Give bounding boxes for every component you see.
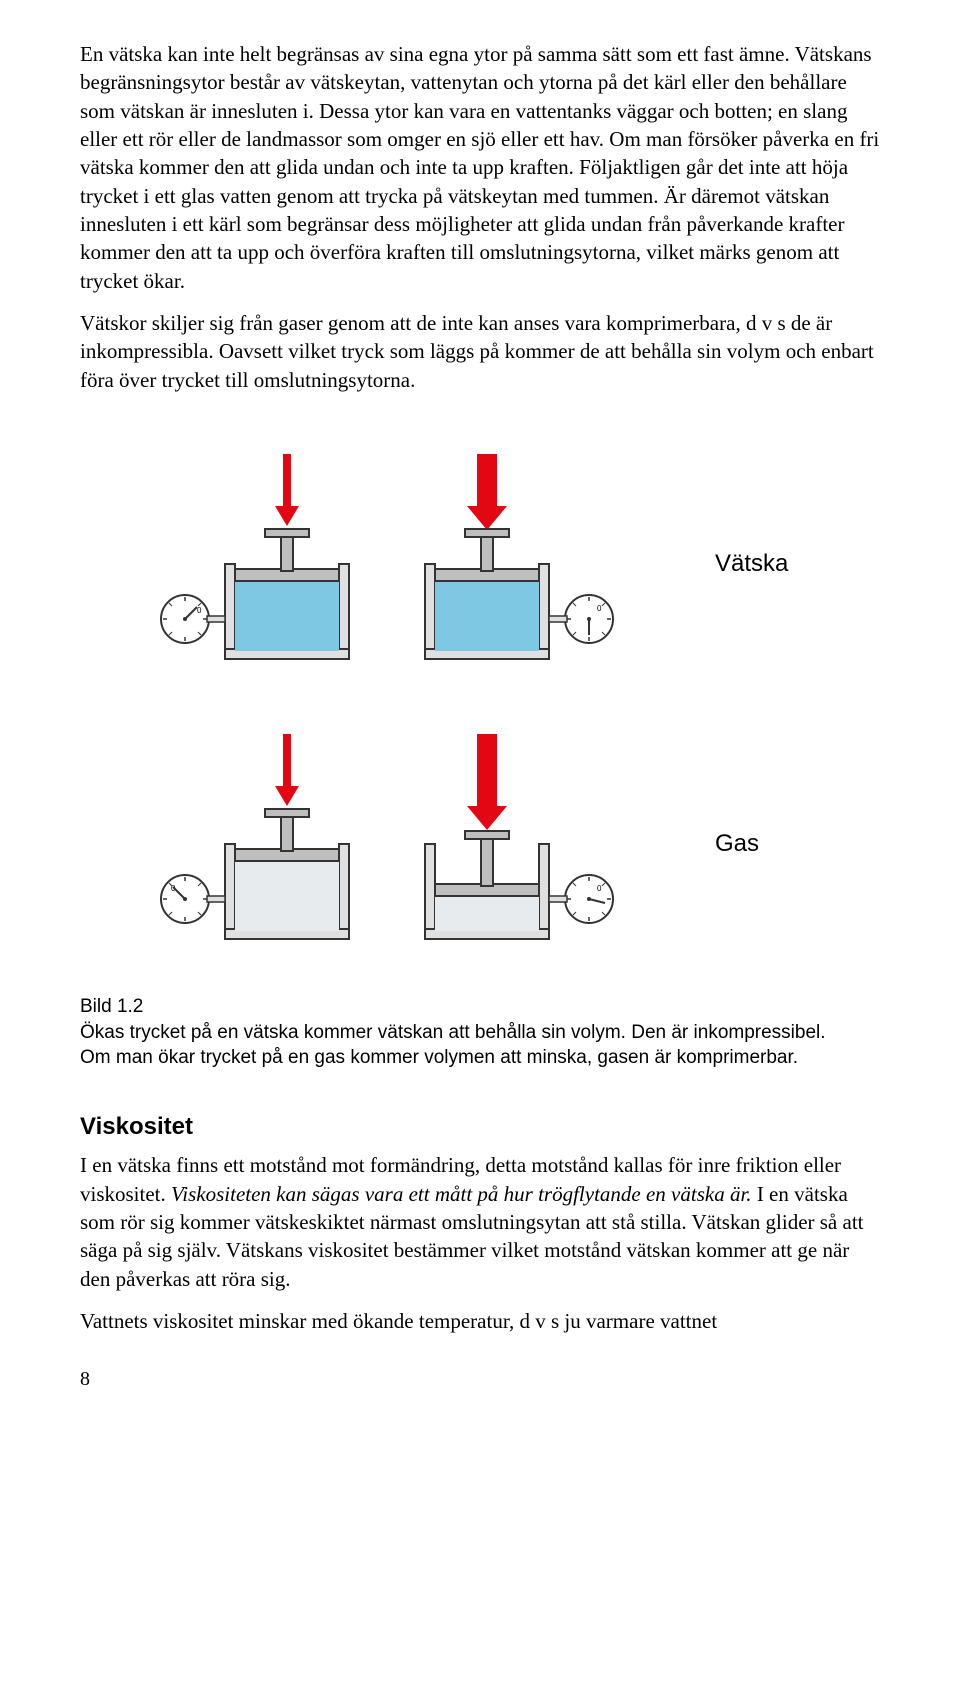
paragraph-2: Vätskor skiljer sig från gaser genom att…	[80, 309, 880, 394]
caption-line-1: Ökas trycket på en vätska kommer vätskan…	[80, 1022, 826, 1043]
caption-line-2: Om man ökar trycket på en gas kommer vol…	[80, 1047, 798, 1068]
diagram-label-gas: Gas	[715, 828, 815, 860]
liquid-diagram-svg: 0	[145, 444, 665, 684]
page-number: 8	[80, 1366, 880, 1393]
diagram-row-gas: 0	[80, 724, 880, 964]
paragraph-1: En vätska kan inte helt begränsas av sin…	[80, 40, 880, 295]
paragraph-4: Vattnets viskositet minskar med ökande t…	[80, 1307, 880, 1335]
p3-part-b-italic: Viskositeten kan sägas vara ett mått på …	[171, 1182, 752, 1206]
svg-text:0: 0	[597, 884, 602, 893]
diagram-row-liquid: 0	[80, 444, 880, 684]
diagram-label-liquid: Vätska	[715, 548, 815, 580]
svg-text:0: 0	[197, 606, 202, 615]
section-heading-viskositet: Viskositet	[80, 1111, 880, 1143]
caption-title: Bild 1.2	[80, 994, 880, 1020]
paragraph-3: I en vätska finns ett motstånd mot formä…	[80, 1151, 880, 1293]
diagram-figure: 0	[80, 444, 880, 964]
gas-diagram-svg: 0	[145, 724, 665, 964]
svg-text:0: 0	[597, 604, 602, 613]
figure-caption: Bild 1.2 Ökas trycket på en vätska komme…	[80, 994, 880, 1071]
